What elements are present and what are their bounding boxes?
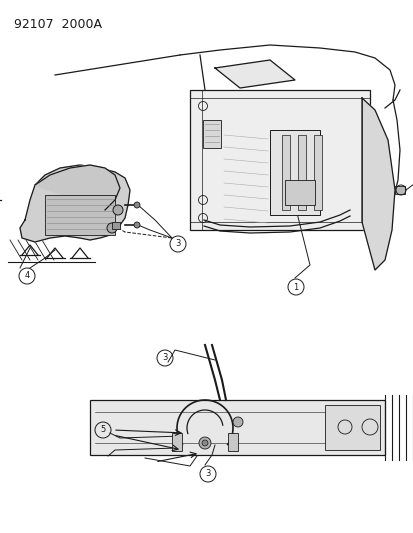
Bar	[324, 405, 379, 450]
Polygon shape	[35, 165, 120, 210]
Circle shape	[202, 440, 207, 446]
Circle shape	[134, 222, 140, 228]
Bar	[269, 130, 319, 215]
Polygon shape	[361, 98, 394, 270]
Bar	[171, 433, 182, 451]
Bar	[228, 433, 237, 451]
Circle shape	[199, 437, 211, 449]
Bar	[394, 186, 404, 194]
Bar	[281, 135, 289, 210]
Circle shape	[134, 202, 140, 208]
Circle shape	[233, 417, 242, 427]
Text: 5: 5	[100, 425, 105, 434]
Text: 92107  2000A: 92107 2000A	[14, 18, 102, 31]
Bar	[90, 400, 384, 455]
Bar	[202, 120, 221, 148]
Bar	[112, 222, 120, 229]
Text: 3: 3	[162, 353, 167, 362]
Bar	[190, 90, 369, 230]
Circle shape	[107, 223, 117, 233]
Circle shape	[113, 205, 123, 215]
Bar	[284, 180, 314, 205]
Text: 1: 1	[293, 282, 298, 292]
Bar	[297, 135, 305, 210]
Text: 3: 3	[175, 239, 180, 248]
Bar	[45, 195, 115, 235]
Polygon shape	[214, 60, 294, 88]
Polygon shape	[20, 165, 130, 242]
Bar	[313, 135, 321, 210]
Text: 4: 4	[24, 271, 30, 280]
Text: 3: 3	[205, 470, 210, 479]
